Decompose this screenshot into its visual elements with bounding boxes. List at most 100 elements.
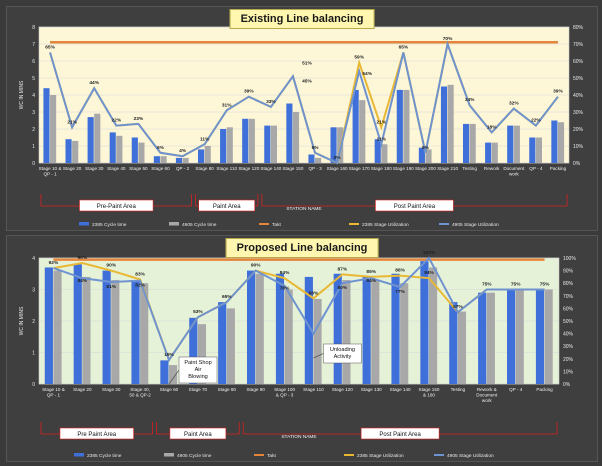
x-tick-label: Stage 150 — [419, 387, 440, 392]
bar-4905 — [248, 118, 255, 163]
bar-2385 — [87, 117, 94, 163]
data-label: 75% — [540, 282, 550, 288]
area-label-box — [59, 427, 134, 440]
y2-tick-label: 60% — [563, 306, 574, 312]
bar-4905 — [515, 289, 524, 384]
bar-2385 — [396, 89, 403, 163]
x-tick-label: Stage 10 & — [42, 387, 65, 392]
x-tick-label: Stage 140 — [390, 387, 411, 392]
x-tick-label: Stage 40, — [130, 387, 150, 392]
bar-2385 — [507, 125, 514, 163]
bar-4905 — [50, 95, 57, 163]
area-label: Paint Area — [184, 432, 212, 438]
proposed-chart-title: Proposed Line balancing — [225, 238, 379, 258]
y-tick-label: 2 — [32, 319, 35, 325]
y-tick-label: 4 — [32, 93, 35, 99]
bar-2385 — [304, 276, 313, 384]
bar-2385 — [131, 280, 140, 384]
bar-2385 — [440, 86, 448, 163]
existing-chart-panel: 0 1 2 3 4 5 6 7 8 0% 10% 20% 30% 40% 50% 60% 70% 80% WC IN… — [6, 6, 598, 231]
legend-label: Takt — [272, 222, 281, 228]
bar-4905 — [491, 142, 498, 163]
x-tick-label: QP - 2 — [176, 166, 190, 171]
x-tick-label: Packing — [550, 166, 567, 171]
bar-2385 — [44, 267, 53, 384]
data-label: 65% — [399, 45, 409, 51]
x-tick-label: Stage 70 — [189, 387, 208, 392]
bar-4905 — [315, 157, 322, 163]
data-label: 51% — [302, 60, 312, 66]
bar-4905 — [486, 292, 495, 384]
y2-tick-label: 10% — [573, 144, 584, 150]
y2-tick-label: 0% — [563, 382, 571, 388]
data-label: 90% — [106, 263, 116, 269]
area-label-box — [375, 199, 454, 212]
area-label: Paint Area — [213, 204, 241, 210]
x-tick-label: Stage 180 — [371, 166, 392, 171]
bar-2385 — [65, 139, 72, 163]
y-tick-label: 1 — [32, 144, 35, 150]
bar-2385 — [507, 289, 516, 384]
legend-swatch — [169, 222, 179, 226]
data-label: 77% — [395, 289, 405, 295]
data-label: 19% — [164, 352, 174, 358]
annotation-box — [178, 356, 218, 384]
y2-tick-label: 80% — [563, 281, 574, 287]
legend-label: 4905 Stage Utilization — [447, 453, 494, 459]
data-label: 92% — [49, 260, 59, 266]
x-tick-label: Stage 90 — [246, 387, 265, 392]
bar-2385 — [175, 157, 183, 163]
data-label: 84% — [424, 270, 434, 276]
bar-2385 — [131, 137, 138, 163]
data-label: 21% — [376, 119, 386, 125]
x-tick-label: Stage 40 — [107, 166, 126, 171]
legend-swatch — [74, 453, 84, 457]
annotation-text: Blowing — [188, 374, 208, 380]
x-tick-label: Stage 210 — [437, 166, 458, 171]
y-axis-label: WC IN MINS — [19, 306, 25, 335]
data-label: 75% — [482, 282, 492, 288]
annotation-text: Unloading — [330, 347, 355, 353]
bar-2385 — [535, 289, 545, 384]
area-label-box — [360, 427, 440, 440]
data-label: 65% — [222, 294, 232, 300]
y2-tick-label: 90% — [563, 269, 574, 275]
y2-tick-label: 0% — [573, 161, 581, 167]
annotation-text: Paint Shop — [184, 360, 211, 366]
y2-tick-label: 70% — [573, 42, 584, 48]
bar-2385 — [362, 276, 371, 384]
bar-4905 — [381, 144, 388, 163]
bar-2385 — [308, 154, 315, 163]
bar-2385 — [198, 149, 205, 163]
data-label: 31% — [222, 102, 232, 108]
x-tick-label: work — [509, 172, 519, 177]
x-tick-label: Stage 200 — [415, 166, 436, 171]
bar-4905 — [457, 311, 467, 384]
x-tick-label: Stage 60 — [151, 166, 170, 171]
x-tick-label: Stage 120 — [238, 166, 259, 171]
data-label: 44% — [89, 80, 99, 86]
bar-2385 — [391, 273, 400, 384]
bar-4905 — [557, 122, 565, 163]
bar-2385 — [551, 120, 558, 163]
bar-2385 — [333, 273, 342, 384]
data-label: 84% — [366, 278, 376, 284]
x-tick-label: Testing — [451, 387, 466, 392]
x-tick-label: & 160 — [423, 393, 435, 398]
bar-4905 — [313, 298, 322, 384]
data-label: 87% — [338, 266, 348, 272]
x-tick-label: Stage 30 — [85, 166, 104, 171]
x-tick-label: Rework — [484, 166, 500, 171]
data-label: 33% — [266, 99, 276, 105]
data-label: 45% — [302, 78, 312, 84]
y-tick-label: 7 — [32, 42, 35, 48]
bar-2385 — [463, 123, 470, 163]
legend-label: 4905 Stage Utilization — [452, 222, 499, 228]
bar-4905 — [270, 125, 277, 163]
bar-4905 — [429, 267, 438, 384]
bar-4905 — [197, 324, 207, 384]
legend-swatch — [164, 453, 174, 457]
data-label: 70% — [443, 36, 453, 42]
proposed-chart-svg: 012340%10%20%30%40%50%60%70%80%90%100%WC… — [19, 250, 576, 459]
data-label: 86% — [395, 268, 405, 274]
